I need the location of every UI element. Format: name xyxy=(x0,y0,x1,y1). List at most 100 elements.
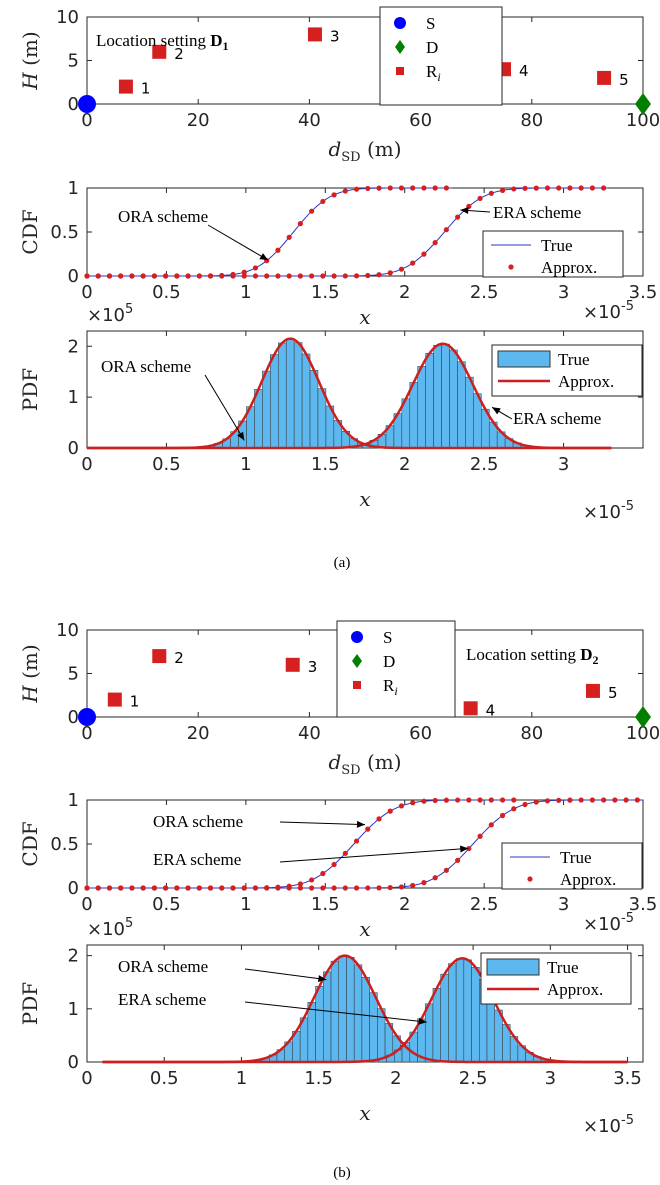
a-cdf-approx-point xyxy=(589,185,596,191)
b-cdf-approx-point xyxy=(410,800,416,806)
a-cdf-approx-point xyxy=(331,192,337,198)
a-cdf-approx-point xyxy=(185,273,191,279)
b-cdf-approx-point xyxy=(455,857,461,863)
a-cdf-approx-point xyxy=(443,185,449,191)
a-cdf-approx-point xyxy=(365,185,371,192)
a-pdf-annotation-arrow-0-line xyxy=(204,374,245,441)
b-pdf-annotation-arrow-1-line xyxy=(244,1001,427,1023)
b-pdf-hist-bar xyxy=(361,977,370,1063)
a-cdf-approx-point xyxy=(511,186,517,192)
b-location-location-annotation: Location setting D2 xyxy=(466,645,599,667)
b-cdf-y-axis-label: CDF xyxy=(18,821,42,866)
a-cdf-approx-point xyxy=(151,273,157,279)
a-cdf-approx-point xyxy=(174,273,180,279)
a-cdf-approx-point xyxy=(95,273,101,279)
b-pdf-annotation-arrow-0-head xyxy=(318,975,327,983)
a-cdf-approx-point xyxy=(84,273,90,279)
b-cdf-approx-point xyxy=(567,797,573,803)
b-cdf-approx-point xyxy=(163,885,169,891)
b-location-relay-marker xyxy=(585,683,600,698)
b-pdf-hist-bar xyxy=(338,955,347,1063)
a-pdf-annotation-arrow-1-head xyxy=(492,407,501,415)
b-pdf-x-axis-label: x xyxy=(359,1101,370,1125)
b-pdf-x-tick-label: 0 xyxy=(81,1068,92,1089)
b-cdf-approx-point xyxy=(410,882,416,889)
a-pdf-hist-bar xyxy=(309,370,319,449)
a-cdf-x-multiplier: ×10-5 xyxy=(583,299,634,323)
a-cdf-y-tick-label: 0 xyxy=(68,266,79,287)
b-cdf-approx-point xyxy=(106,885,113,891)
a-cdf-approx-point xyxy=(522,185,528,191)
b-location-relay-label: 3 xyxy=(308,658,318,676)
b-location-x-tick-label: 40 xyxy=(298,723,321,744)
b-cdf-approx-point xyxy=(387,808,393,814)
b-location-legend-relay-label: Ri xyxy=(383,676,398,698)
a-pdf-hist-bar xyxy=(417,366,426,449)
b-pdf-x-tick-label: 1.5 xyxy=(304,1068,333,1089)
a-cdf-approx-point xyxy=(353,273,360,279)
a-pdf-x-multiplier: ×10-5 xyxy=(583,499,634,523)
a-cdf-approx-point xyxy=(207,273,214,279)
a-cdf-approx-point xyxy=(230,273,236,279)
a-cdf-approx-point xyxy=(365,272,371,279)
a-pdf-annotation-arrow-0-head xyxy=(237,431,245,441)
b-pdf-hist-bar xyxy=(369,992,378,1063)
a-cdf-approx-point xyxy=(342,273,348,279)
b-cdf-approx-point xyxy=(376,885,382,891)
a-cdf-approx-point xyxy=(376,185,382,191)
a-pdf-x-tick-label: 0 xyxy=(81,454,92,475)
a-cdf-approx-point xyxy=(578,185,584,191)
a-pdf-annotation-label-0: ORA scheme xyxy=(101,357,191,376)
b-cdf-approx-point xyxy=(511,797,517,803)
b-cdf-x-tick-label: 3 xyxy=(558,894,569,915)
a-cdf-annotation-arrow-1-head xyxy=(460,207,469,215)
a-cdf-approx-point xyxy=(163,273,169,279)
a-location-legend-source-label: S xyxy=(426,14,435,33)
a-cdf-approx-point xyxy=(533,185,539,191)
a-location-legend-relay-symbol xyxy=(396,67,404,75)
b-cdf-approx-point xyxy=(601,797,607,803)
a-pdf-legend-true-symbol xyxy=(497,350,551,368)
b-pdf-x-multiplier: ×10-5 xyxy=(583,1113,634,1137)
a-pdf-x-axis-label: x xyxy=(359,487,370,511)
a-cdf-approx-point xyxy=(252,273,259,279)
caption-b: (b) xyxy=(333,1165,351,1181)
b-cdf-approx-point xyxy=(140,885,146,891)
b-pdf-legend-true-symbol xyxy=(486,958,540,976)
a-cdf-x-tick-label: 0.5 xyxy=(152,282,181,303)
a-pdf-hist-bar xyxy=(425,352,434,449)
a-location-legend-source-symbol xyxy=(394,17,406,29)
b-cdf-approx-point xyxy=(320,870,326,877)
b-cdf-x-tick-label: 2.5 xyxy=(470,894,499,915)
b-pdf-hist-bar xyxy=(455,958,465,1063)
b-pdf-hist-bar xyxy=(346,957,355,1063)
b-cdf-approx-point xyxy=(230,885,236,891)
a-cdf-approx-point xyxy=(297,221,303,227)
b-cdf-approx-point xyxy=(466,797,472,803)
a-cdf-x-tick-label: 0 xyxy=(81,282,92,303)
a-cdf-x-tick-label: 1.5 xyxy=(311,282,340,303)
b-cdf-approx-point xyxy=(320,885,326,891)
a-cdf-x-tick-label: 1 xyxy=(240,282,251,303)
b-location-legend-source-symbol xyxy=(351,631,363,643)
a-cdf-approx-point xyxy=(275,247,281,253)
b-cdf-x-tick-label: 1 xyxy=(240,894,251,915)
b-cdf-annotation-arrow-1-head xyxy=(460,845,469,853)
b-cdf-x-tick-label: 3.5 xyxy=(629,894,658,915)
b-cdf-approx-point xyxy=(309,877,315,883)
b-cdf-approx-point xyxy=(544,798,551,804)
a-location-x-tick-label: 40 xyxy=(298,110,321,131)
a-cdf-approx-point xyxy=(309,208,315,214)
b-location-legend-box xyxy=(336,620,456,718)
b-cdf-approx-point xyxy=(207,885,214,891)
b-cdf-annotation-label-0: ORA scheme xyxy=(153,812,243,831)
a-location-relay-label: 2 xyxy=(174,45,184,63)
b-pdf-hist-bar xyxy=(424,1003,434,1063)
a-cdf-approx-point xyxy=(241,269,247,275)
a-cdf-approx-point xyxy=(410,185,416,191)
b-pdf-x-tick-label: 0.5 xyxy=(150,1068,179,1089)
a-cdf-approx-point xyxy=(544,185,551,191)
b-pdf-approx-curve-1 xyxy=(102,957,628,1064)
b-cdf-approx-point xyxy=(376,816,382,822)
